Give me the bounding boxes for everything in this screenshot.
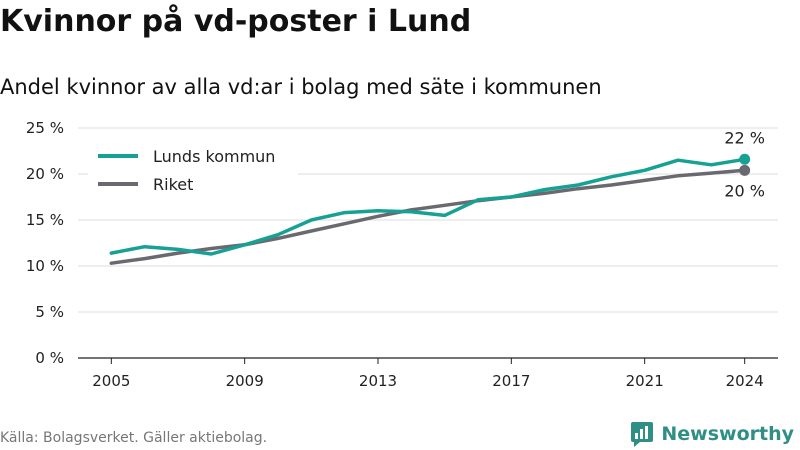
y-axis: 0 % 5 % 10 % 15 % 20 % 25 % [26,119,64,367]
end-point-lunds-kommun [739,153,751,165]
series-line-lunds-kommun [109,157,747,256]
y-tick-label: 0 % [35,349,64,367]
source-note: Källa: Bolagsverket. Gäller aktiebolag. [0,430,268,446]
series-line-riket [109,168,747,265]
chart-subtitle: Andel kvinnor av alla vd:ar i bolag med … [0,75,602,99]
legend-label-riket: Riket [153,175,193,194]
x-tick-label: 2017 [492,372,530,390]
legend: Lunds kommun Riket [88,144,298,200]
line-chart: 0 %5 %10 %15 %20 %25 % 2005 2009 2013 2017 2… [26,119,778,390]
legend-label-lunds-kommun: Lunds kommun [153,147,275,166]
legend-background [88,144,298,200]
x-tick-label: 2009 [226,372,264,390]
brand-name: Newsworthy [661,423,794,445]
y-tick-label: 15 % [26,211,64,229]
end-label-lunds-kommun: 22 % [724,128,765,147]
y-tick-label: 25 % [26,119,64,137]
series-lines: 22 % 20 % [109,128,765,265]
x-axis: 2005 2009 2013 2017 2021 2024 [92,358,764,390]
newsworthy-logo-icon [631,422,654,447]
brand-logo: Newsworthy [630,420,794,448]
end-label-riket: 20 % [724,181,765,200]
y-tick-label: 20 % [26,165,64,183]
x-tick-label: 2005 [92,372,130,390]
end-point-riket [739,164,751,176]
y-tick-label: 5 % [35,303,64,321]
x-tick-label: 2013 [359,372,397,390]
chart-title: Kvinnor på vd-poster i Lund [0,4,472,39]
y-tick-label: 10 % [26,257,64,275]
x-tick-label: 2021 [626,372,664,390]
x-tick-label: 2024 [726,372,764,390]
